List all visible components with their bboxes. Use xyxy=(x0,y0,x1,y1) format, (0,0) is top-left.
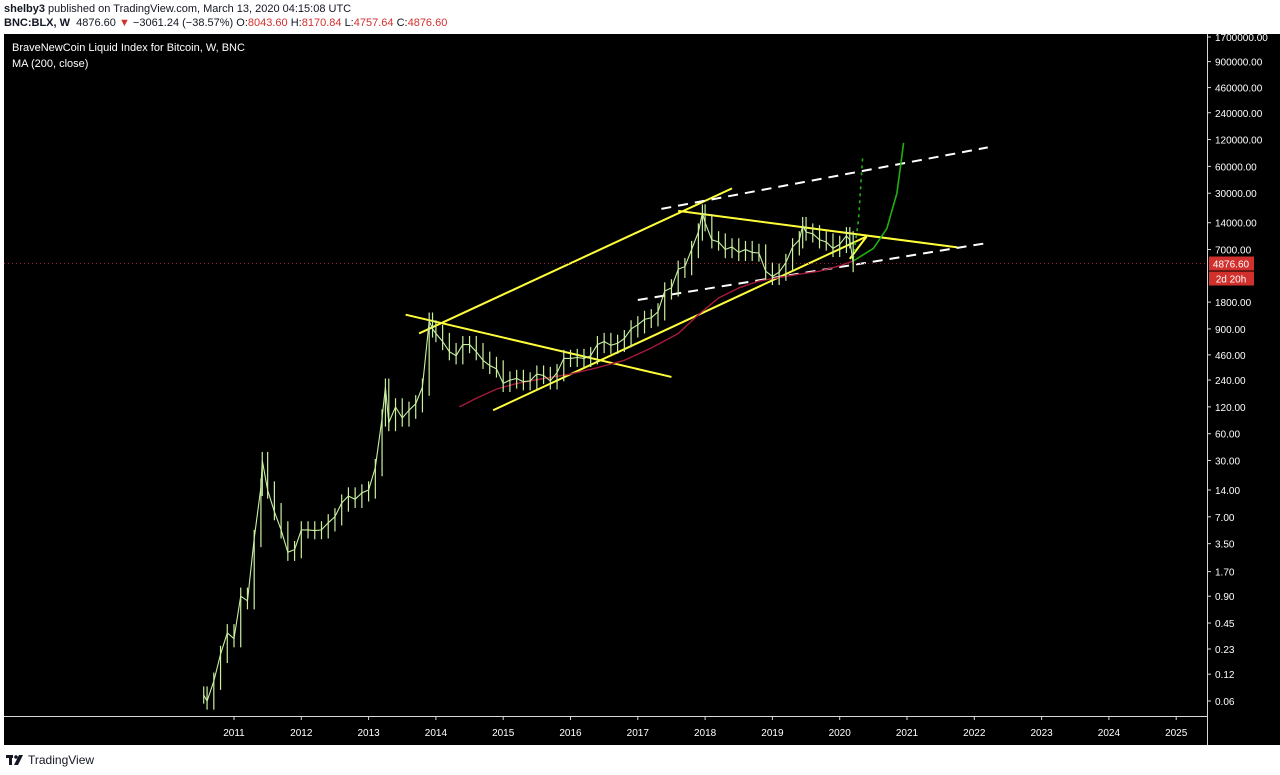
time-axis-tick-label: 2024 xyxy=(1098,728,1121,739)
price-axis-tick-label: 1800.00 xyxy=(1215,298,1252,309)
price-axis-tick-label: 60.00 xyxy=(1215,430,1240,441)
yellow-trendline[interactable] xyxy=(405,313,672,378)
price-axis-tick-label: 1700000.00 xyxy=(1215,34,1268,44)
footer: TradingView xyxy=(0,745,1280,775)
time-axis-tick-label: 2016 xyxy=(559,728,582,739)
price-axis-tick-label: 7.00 xyxy=(1215,513,1235,524)
green-projection-curve[interactable] xyxy=(852,142,905,262)
last-price-tag: 4876.60 2d 20h xyxy=(1209,256,1254,286)
tradingview-brand: TradingView xyxy=(28,753,95,767)
price-axis-tick-label: 240000.00 xyxy=(1215,109,1263,120)
tradingview-logo-icon xyxy=(6,755,23,765)
price-axis-tick-label: 0.06 xyxy=(1215,697,1235,708)
open-label: O: xyxy=(236,17,248,29)
price-axis-tick-label: 0.12 xyxy=(1215,670,1235,681)
chart-header: shelby3 published on TradingView.com, Ma… xyxy=(0,0,1280,34)
tradingview-logo[interactable]: TradingView xyxy=(6,753,94,767)
price-axis-tick-label: 1.70 xyxy=(1215,568,1235,579)
price-axis-tick-label: 60000.00 xyxy=(1215,162,1257,173)
last-price-tag-bg xyxy=(1209,256,1254,271)
chart-background xyxy=(4,34,1280,745)
countdown-tag-value: 2d 20h xyxy=(1216,275,1247,286)
time-axis-tick-label: 2014 xyxy=(425,728,448,739)
price-axis-tick-label: 30000.00 xyxy=(1215,189,1257,200)
time-axis-tick-label: 2021 xyxy=(896,728,919,739)
time-axis-tick-label: 2013 xyxy=(357,728,380,739)
author-name[interactable]: shelby3 xyxy=(4,3,45,15)
high-label: H: xyxy=(290,17,302,29)
time-axis-tick-label: 2011 xyxy=(223,728,245,739)
time-axis-tick-label: 2018 xyxy=(694,728,717,739)
time-axis-tick-label: 2019 xyxy=(761,728,784,739)
time-axis-tick-label: 2012 xyxy=(290,728,313,739)
series-layer xyxy=(203,204,854,710)
countdown-tag-bg xyxy=(1209,271,1254,286)
drawing-layer xyxy=(4,142,1207,412)
time-axis-tick-label: 2015 xyxy=(492,728,515,739)
price-axis-tick-label: 460000.00 xyxy=(1215,84,1263,95)
high-value: 8170.84 xyxy=(301,17,342,29)
publish-info: shelby3 published on TradingView.com, Ma… xyxy=(4,3,351,15)
price-axis-tick-label: 0.90 xyxy=(1215,592,1235,603)
price-axis-tick-label: 3.50 xyxy=(1215,540,1235,551)
price-axis[interactable]: 1700000.00 900000.00 460000.00 240000.00 120… xyxy=(1207,34,1268,708)
price-axis-tick-label: 30.00 xyxy=(1215,457,1240,468)
price-axis-tick-label: 900000.00 xyxy=(1215,58,1263,69)
time-axis-tick-label: 2020 xyxy=(829,728,852,739)
close-label: C: xyxy=(396,17,408,29)
ma-legend: MA (200, close) xyxy=(12,58,88,70)
open-value: 8043.60 xyxy=(247,17,288,29)
price-axis-tick-label: 14.00 xyxy=(1215,486,1240,497)
last-price: 4876.60 xyxy=(76,17,116,29)
low-value: 4757.64 xyxy=(353,17,394,29)
low-label: L: xyxy=(344,17,354,29)
yellow-trendline[interactable] xyxy=(678,209,958,249)
price-line[interactable] xyxy=(203,212,854,703)
chart-legend-title: BraveNewCoin Liquid Index for Bitcoin, W… xyxy=(12,42,245,54)
price-change: −3061.24 (−38.57%) xyxy=(132,17,234,29)
time-axis-tick-label: 2017 xyxy=(627,728,650,739)
chart-area[interactable]: 1700000.00 900000.00 460000.00 240000.00 120… xyxy=(4,34,1280,745)
price-axis-tick-label: 120000.00 xyxy=(1215,136,1263,147)
last-price-tag-value: 4876.60 xyxy=(1213,260,1250,271)
time-axis-tick-label: 2022 xyxy=(963,728,986,739)
ohlc-line: BNC:BLX, W 4876.60 ▼ −3061.24 (−38.57%) … xyxy=(4,17,447,29)
price-axis-tick-label: 14000.00 xyxy=(1215,219,1257,230)
price-axis-tick-label: 0.45 xyxy=(1215,619,1235,630)
time-axis-tick-label: 2023 xyxy=(1030,728,1053,739)
published-text: published on TradingView.com, March 13, … xyxy=(48,3,352,15)
price-axis-tick-label: 240.00 xyxy=(1215,376,1246,387)
white-dashed-channel-line[interactable] xyxy=(637,241,988,301)
close-value: 4876.60 xyxy=(407,17,448,29)
price-axis-tick-label: 900.00 xyxy=(1215,325,1246,336)
symbol-label: BNC:BLX, W xyxy=(4,17,70,29)
time-axis-tick-label: 2025 xyxy=(1165,728,1188,739)
time-axis[interactable]: 2011 2012 2013 2014 2015 2016 2017 2018 2019 2020… xyxy=(223,716,1188,739)
white-dashed-channel-line[interactable] xyxy=(661,146,988,210)
price-chart-svg[interactable]: 1700000.00 900000.00 460000.00 240000.00 120… xyxy=(4,34,1280,745)
change-down-icon: ▼ xyxy=(118,17,130,29)
price-axis-tick-label: 0.23 xyxy=(1215,645,1235,656)
price-axis-tick-label: 120.00 xyxy=(1215,403,1246,414)
price-axis-tick-label: 460.00 xyxy=(1215,351,1246,362)
price-axis-tick-label: 7000.00 xyxy=(1215,246,1252,257)
yellow-trendline[interactable] xyxy=(418,187,733,335)
yellow-trendline[interactable] xyxy=(492,235,868,412)
